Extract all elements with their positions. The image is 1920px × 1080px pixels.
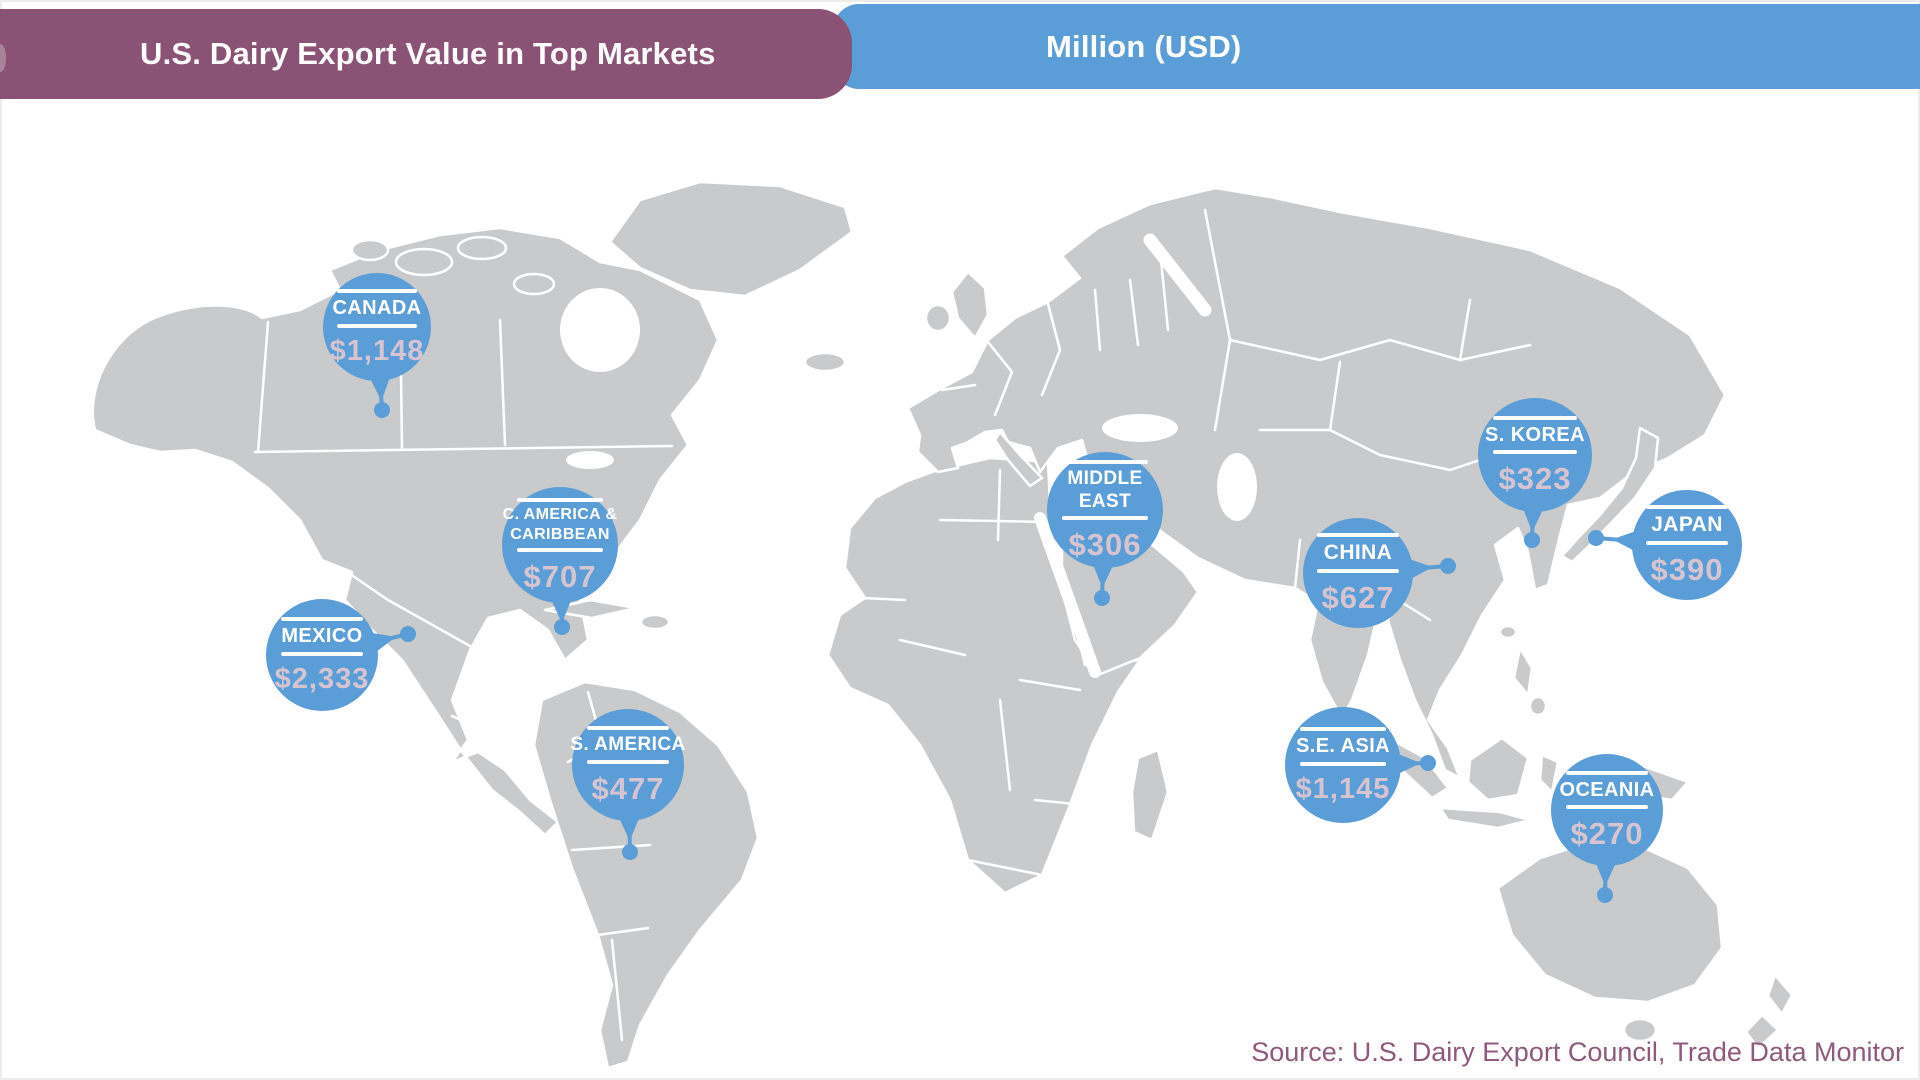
market-label: CANADA xyxy=(332,297,422,320)
pin-dot-mexico xyxy=(400,626,416,642)
market-value: $1,145 xyxy=(1295,772,1391,805)
map-seas xyxy=(560,233,1257,678)
market-label: C. AMERICA & CARIBBEAN xyxy=(502,506,618,543)
map-island xyxy=(512,272,556,296)
bubble-rule-bottom xyxy=(280,651,364,656)
bubble-rule-top xyxy=(1492,415,1578,420)
market-value: $270 xyxy=(1570,816,1644,852)
market-label: MEXICO xyxy=(281,625,363,648)
market-value: $306 xyxy=(1068,527,1142,563)
bubble-rule-bottom xyxy=(1492,450,1578,455)
market-bubble-s-america: S. AMERICA $477 xyxy=(570,709,686,821)
market-label: JAPAN xyxy=(1651,513,1723,537)
map-island xyxy=(394,247,454,277)
map-iceland xyxy=(803,351,847,373)
map-country-borders xyxy=(253,208,1532,1042)
pin-dot-middle-east xyxy=(1094,590,1110,606)
market-bubble-s-e-asia: S.E. ASIA $1,145 xyxy=(1285,707,1401,823)
bubble-rule-top xyxy=(337,289,417,294)
bubble-rule-bottom xyxy=(1565,805,1649,810)
pin-dot-china xyxy=(1440,558,1456,574)
unit-banner: Million (USD) xyxy=(833,4,1920,89)
bubble-rule-top xyxy=(517,498,603,503)
pin-dot-japan xyxy=(1588,530,1604,546)
page-title: U.S. Dairy Export Value in Top Markets xyxy=(140,36,716,71)
pin-dot-s-america xyxy=(622,844,638,860)
bubble-rule-top xyxy=(1565,770,1649,775)
market-label: CHINA xyxy=(1323,541,1393,565)
map-north-america xyxy=(91,226,720,837)
map-greenland xyxy=(608,180,854,298)
market-bubble-oceania: OCEANIA $270 xyxy=(1551,754,1663,866)
map-hispaniola xyxy=(639,613,671,631)
bubble-rule-bottom xyxy=(1317,568,1399,573)
bubble-rule-bottom xyxy=(1062,516,1148,521)
bubble-rule-top xyxy=(1317,533,1399,538)
map-philippines-south xyxy=(1528,695,1548,717)
bubble-rule-bottom xyxy=(337,323,417,328)
map-taiwan xyxy=(1498,624,1518,640)
bubble-rule-top xyxy=(1646,505,1728,510)
source-note: Source: U.S. Dairy Export Council, Trade… xyxy=(1251,1037,1904,1067)
market-bubble-japan: JAPAN $390 xyxy=(1632,490,1742,600)
market-value: $627 xyxy=(1321,579,1395,615)
map-italy xyxy=(993,430,1044,488)
title-banner: U.S. Dairy Export Value in Top Markets xyxy=(0,9,852,99)
market-value: $1,148 xyxy=(329,334,425,367)
unit-label: Million (USD) xyxy=(1046,28,1242,64)
market-bubble-c-america-caribbean: C. AMERICA & CARIBBEAN $707 xyxy=(502,487,618,603)
market-label: OCEANIA xyxy=(1559,778,1655,801)
pin-dot-s-korea xyxy=(1524,532,1540,548)
map-britain xyxy=(950,270,990,340)
market-value: $323 xyxy=(1498,461,1572,497)
map-island xyxy=(350,238,390,262)
map-island xyxy=(456,235,508,261)
market-value: $390 xyxy=(1650,551,1724,587)
map-japan xyxy=(1560,426,1660,564)
bubble-rule-top xyxy=(1300,727,1386,732)
market-label: S. KOREA xyxy=(1485,423,1585,446)
map-new-zealand-north xyxy=(1766,973,1794,1016)
market-label: S.E. ASIA xyxy=(1296,735,1390,758)
market-label: S. AMERICA xyxy=(570,734,686,756)
map-landmasses xyxy=(91,180,1794,1070)
market-value: $2,333 xyxy=(274,662,370,695)
pin-dot-c-america-caribbean xyxy=(554,619,570,635)
bubble-rule-top xyxy=(586,726,670,731)
bubble-rule-bottom xyxy=(586,759,670,764)
market-bubble-china: CHINA $627 xyxy=(1303,518,1413,628)
market-value: $707 xyxy=(523,558,597,594)
map-cuba xyxy=(543,598,638,620)
bubble-rule-top xyxy=(1062,459,1148,464)
bubble-rule-bottom xyxy=(1646,540,1728,545)
map-java xyxy=(1438,806,1532,830)
map-borneo xyxy=(1466,736,1530,802)
map-ireland xyxy=(924,303,952,333)
banner-left-ornament xyxy=(0,44,6,72)
pin-dot-canada xyxy=(374,402,390,418)
market-bubble-canada: CANADA $1,148 xyxy=(323,273,431,381)
bubble-rule-bottom xyxy=(1300,761,1386,766)
map-tasmania xyxy=(1622,1017,1658,1043)
market-bubble-mexico: MEXICO $2,333 xyxy=(266,599,378,711)
map-eurasia xyxy=(906,186,1727,780)
pin-dot-oceania xyxy=(1597,887,1613,903)
map-sulawesi xyxy=(1538,753,1560,794)
bubble-rule-top xyxy=(280,617,364,622)
map-philippines xyxy=(1512,646,1534,697)
market-label: MIDDLE EAST xyxy=(1067,467,1143,512)
bubble-rule-bottom xyxy=(517,547,603,552)
map-new-zealand-south xyxy=(1744,1013,1780,1050)
map-madagascar xyxy=(1130,748,1170,842)
market-bubble-s-korea: S. KOREA $323 xyxy=(1478,398,1592,512)
market-value: $477 xyxy=(591,770,665,806)
market-bubble-middle-east: MIDDLE EAST $306 xyxy=(1047,452,1163,568)
pin-dot-s-e-asia xyxy=(1420,755,1436,771)
